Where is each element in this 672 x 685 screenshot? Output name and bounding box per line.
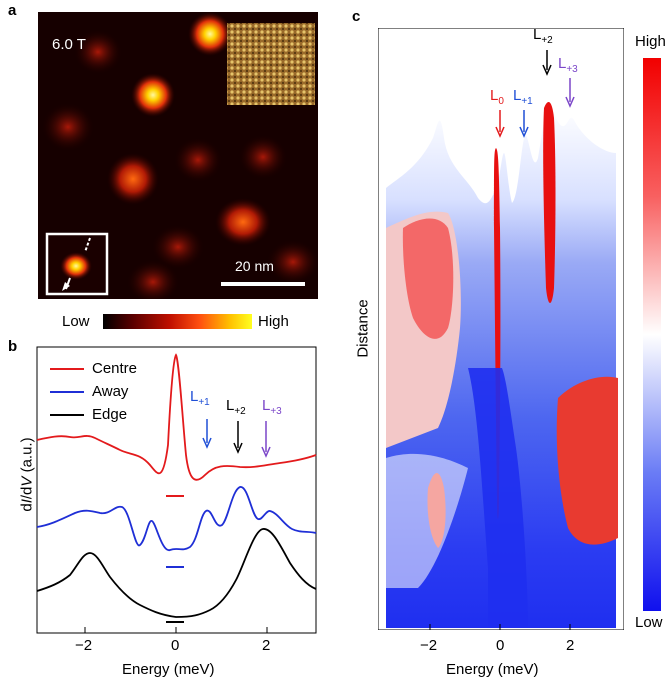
panel-a-label: a bbox=[8, 2, 17, 19]
colorbar-c-low: Low bbox=[635, 614, 663, 631]
panel-b-xtick-0: 0 bbox=[171, 637, 180, 654]
arrow-label-L+1-c: L+1 bbox=[513, 87, 533, 107]
legend-centre: Centre bbox=[92, 360, 138, 377]
arrow-label-L0-c: L0 bbox=[490, 87, 504, 107]
colorbar-a bbox=[103, 314, 252, 329]
panel-b-ylabel: dI/dV (a.u.) bbox=[18, 437, 36, 512]
legend-away: Away bbox=[92, 383, 129, 400]
colorbar-c-high: High bbox=[635, 33, 666, 50]
panel-b-xlabel: Energy (meV) bbox=[122, 661, 215, 678]
arrow-label-L+2-c: L+2 bbox=[533, 26, 553, 46]
arrow-label-L+3-b: L+3 bbox=[262, 397, 282, 417]
panel-b-label: b bbox=[8, 338, 18, 355]
arrow-L+2-b bbox=[233, 421, 243, 454]
topography-inset bbox=[227, 23, 315, 105]
distance-energy-map bbox=[378, 28, 624, 630]
vortex-spots bbox=[42, 12, 318, 299]
legend-edge: Edge bbox=[92, 406, 128, 423]
arrow-L+2-c bbox=[542, 50, 552, 76]
scale-bar bbox=[221, 282, 305, 286]
field-label: 6.0 T bbox=[52, 36, 86, 53]
spectra-plot bbox=[36, 346, 317, 634]
stm-map bbox=[38, 12, 318, 299]
arrow-label-L+2-b: L+2 bbox=[226, 397, 246, 417]
arrow-label-L+1-b: L+1 bbox=[190, 388, 210, 408]
colorbar-c bbox=[643, 58, 661, 611]
panel-c-xlabel: Energy (meV) bbox=[446, 661, 539, 678]
scale-bar-label: 20 nm bbox=[235, 258, 274, 274]
panel-b-xtick-2: 2 bbox=[262, 637, 271, 654]
arrow-L+1-b bbox=[202, 419, 212, 449]
colorbar-a-high: High bbox=[258, 313, 289, 330]
arrow-label-L+3-c: L+3 bbox=[558, 55, 578, 75]
panel-b-xtick-neg2: −2 bbox=[75, 637, 93, 654]
zoom-inset bbox=[45, 232, 109, 296]
arrow-L+1-c bbox=[519, 110, 529, 138]
panel-c-ylabel: Distance bbox=[354, 299, 372, 358]
arrow-L0-c bbox=[495, 110, 505, 138]
edge-curve bbox=[36, 528, 317, 618]
colorbar-a-low: Low bbox=[62, 313, 90, 330]
arrow-L+3-b bbox=[261, 421, 271, 458]
panel-c-xtick-0: 0 bbox=[496, 637, 505, 654]
centre-curve bbox=[36, 353, 317, 481]
away-curve bbox=[36, 486, 317, 551]
arrow-L+3-c bbox=[565, 78, 575, 108]
panel-c-xtick-neg2: −2 bbox=[420, 637, 438, 654]
panel-c-label: c bbox=[352, 8, 361, 25]
panel-c-xtick-2: 2 bbox=[566, 637, 575, 654]
